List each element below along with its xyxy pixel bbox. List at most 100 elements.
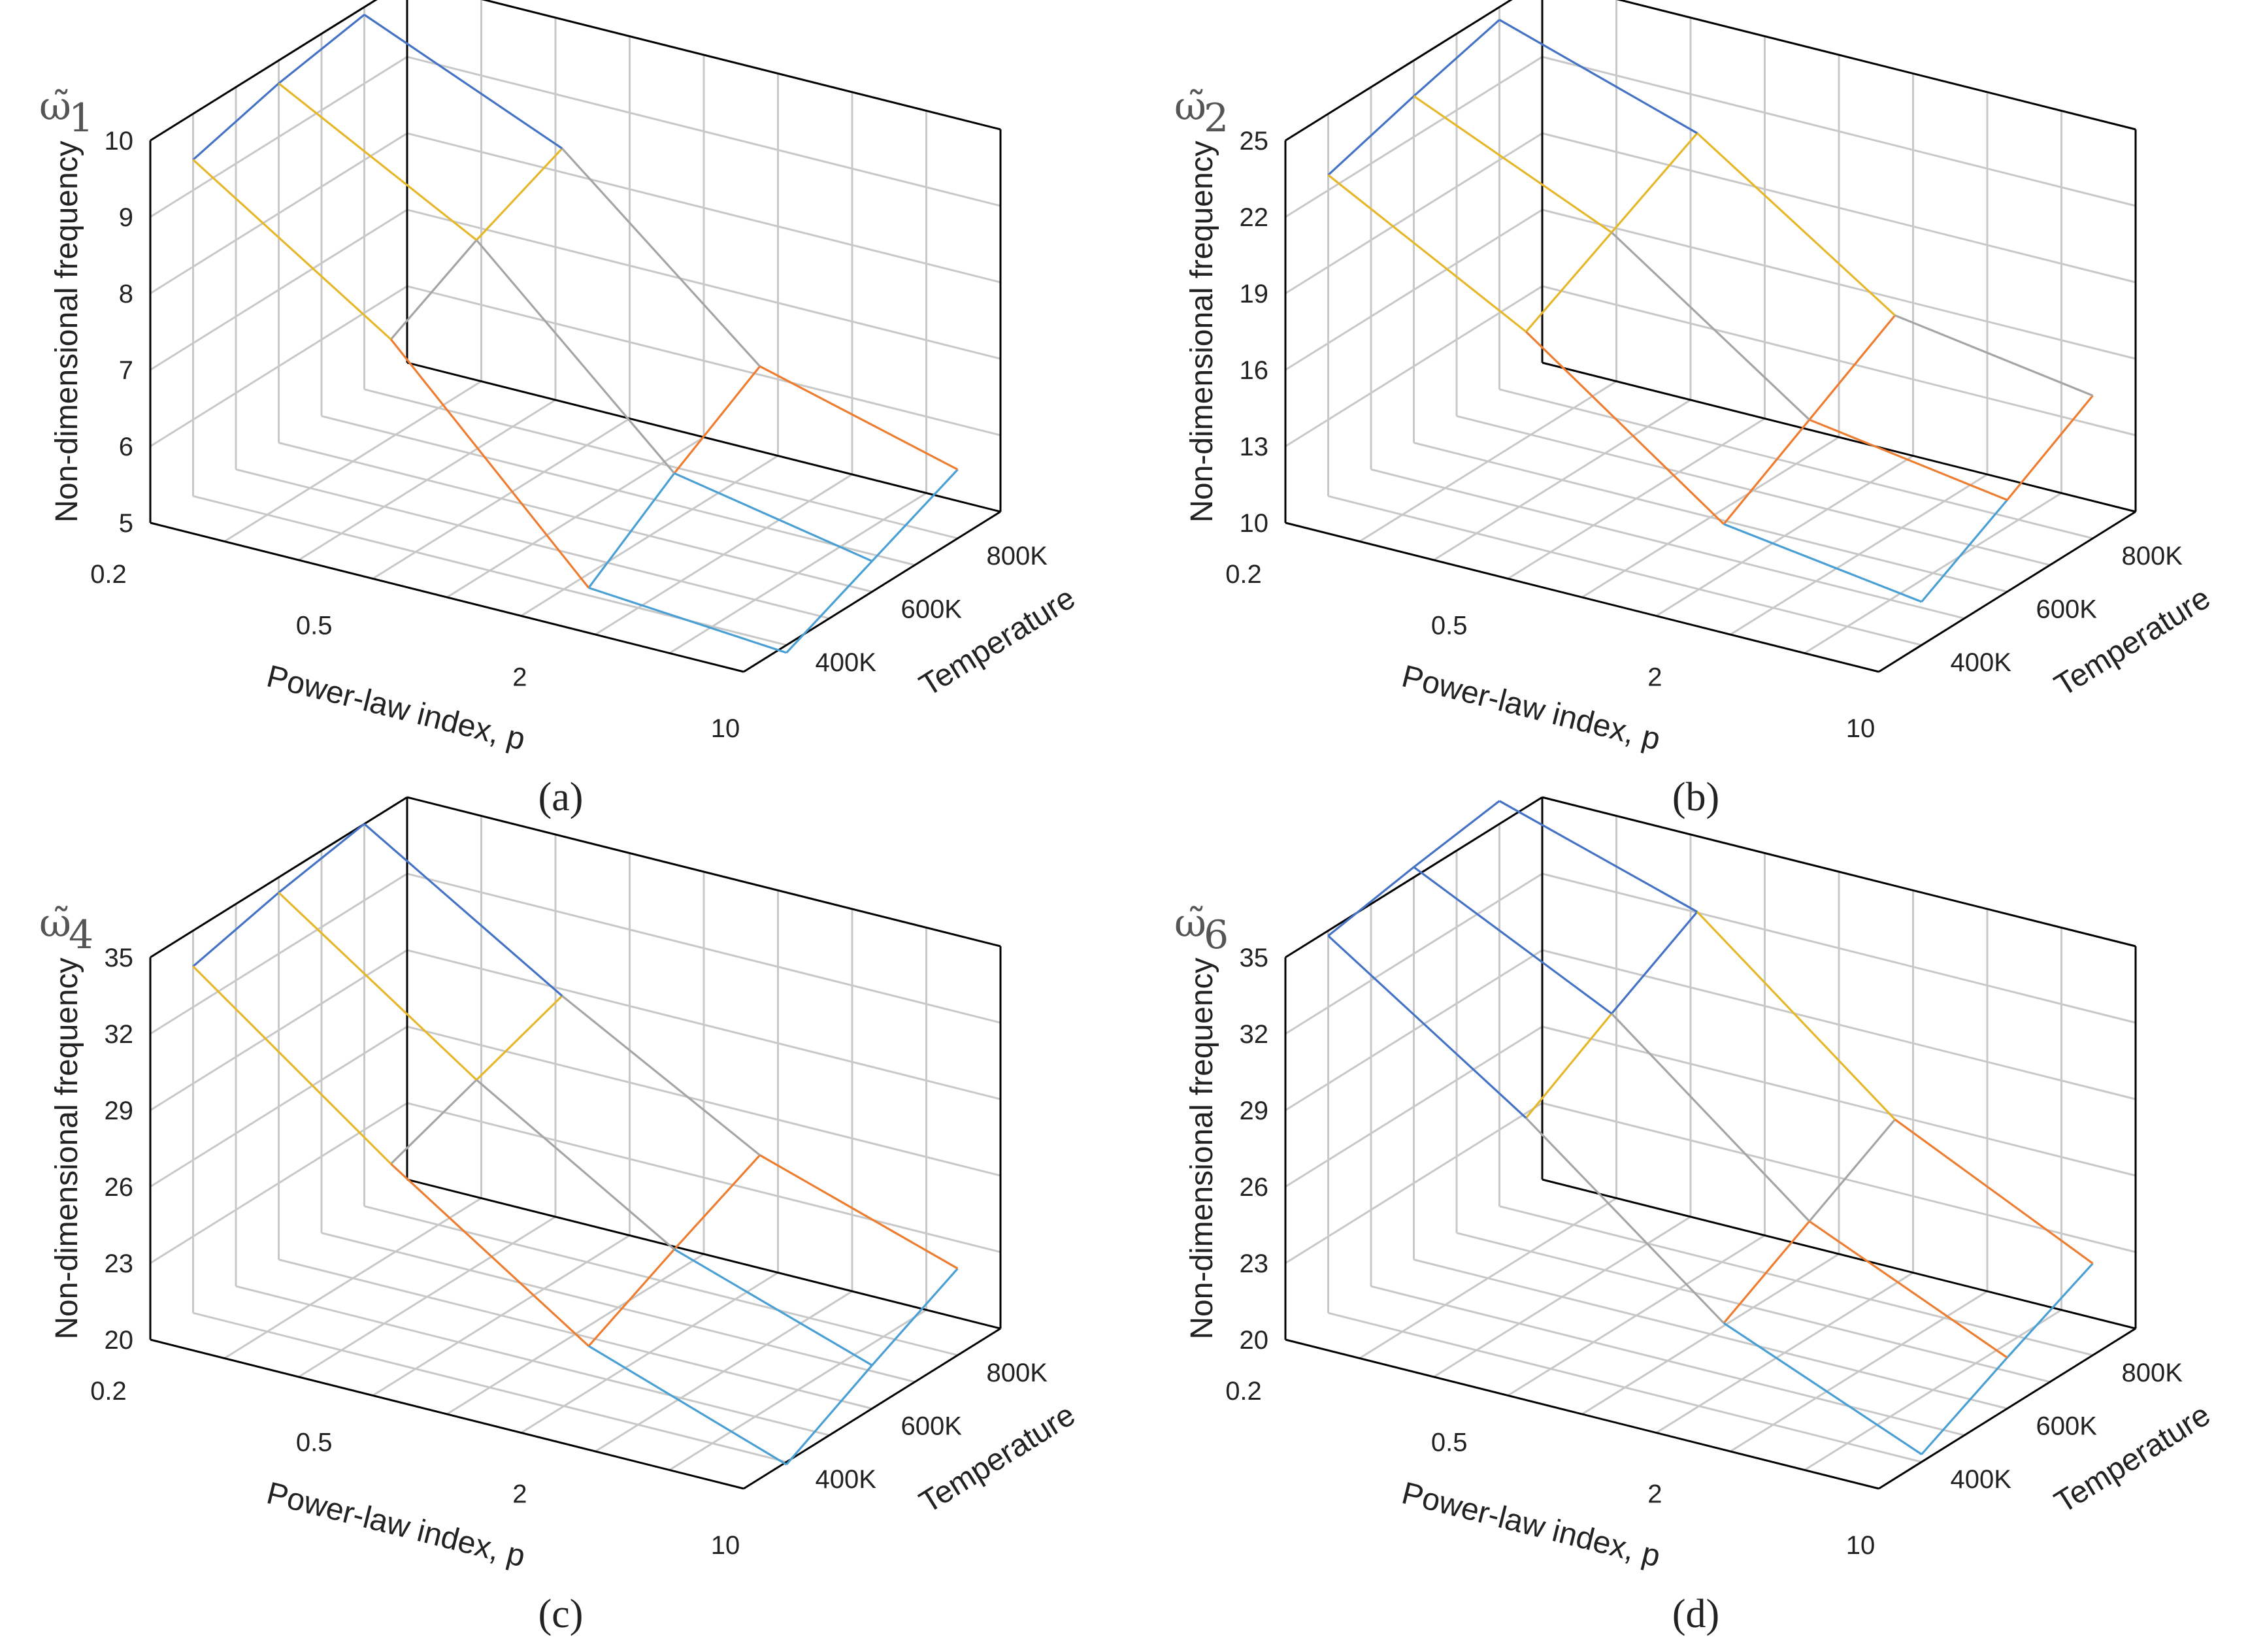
top-edge-line <box>1285 0 1513 142</box>
x-tick-label: 2 <box>1647 663 1662 691</box>
surface-segment <box>390 1079 478 1165</box>
z-tick-label: 9 <box>119 203 133 232</box>
z-tick-label: 19 <box>1240 280 1269 308</box>
surface-segment <box>192 159 392 340</box>
surface-segment <box>587 1345 787 1466</box>
x-tick-label: 0.5 <box>296 612 333 640</box>
floor-gridline <box>235 468 830 620</box>
surface-segment <box>390 1163 589 1347</box>
x-tick-label: 0.2 <box>90 1377 127 1406</box>
floor-gridline <box>235 1285 830 1436</box>
surface-segment <box>1894 1118 2094 1264</box>
x-tick-label: 0.2 <box>1225 1377 1262 1406</box>
surface-segment <box>1696 132 1896 316</box>
x-tick-label: 10 <box>1846 714 1876 743</box>
surface-segment <box>1921 1357 2008 1455</box>
x-tick-label: 10 <box>711 714 740 743</box>
y-tick-label: 600K <box>2036 1412 2098 1441</box>
panel-symbol: ω̃ <box>1174 84 1206 129</box>
right-axis-line <box>743 1327 1001 1490</box>
surface-segment <box>785 560 873 653</box>
y-tick-label: 600K <box>2036 595 2098 624</box>
z-tick-label: 23 <box>105 1249 134 1278</box>
z-tick-label: 20 <box>1240 1326 1269 1355</box>
front-axis-line <box>1285 521 1879 673</box>
z-tick-label: 25 <box>1240 127 1269 156</box>
surface-segment <box>1413 800 1500 868</box>
surface <box>1327 800 2094 1455</box>
surface-segment <box>759 1154 959 1270</box>
floor-gridline <box>1456 1232 2051 1383</box>
z-tick-label: 7 <box>119 356 133 385</box>
right-axis-line <box>1878 510 2136 673</box>
z-tick-label: 26 <box>1240 1173 1269 1202</box>
surface-segment <box>1921 499 2008 603</box>
surface-segment <box>2006 395 2094 501</box>
surface <box>192 823 959 1466</box>
floor-gridline <box>1328 1312 1922 1463</box>
surface-segment <box>673 1154 761 1250</box>
surface-segment <box>1413 95 1613 234</box>
surface-segment <box>475 239 676 474</box>
z-tick-label: 10 <box>105 127 134 156</box>
z-tick-label: 10 <box>1240 509 1269 538</box>
surface-segment <box>1525 1013 1613 1119</box>
x-tick-label: 10 <box>711 1531 740 1560</box>
surface-segment <box>1498 800 1698 913</box>
floor-gridline <box>321 1232 916 1383</box>
x-tick-label: 0.5 <box>1431 612 1468 640</box>
panel-caption: (c) <box>538 1592 584 1636</box>
y-tick-label: 400K <box>1951 1465 2012 1494</box>
surface-segment <box>1327 174 1527 333</box>
floor-gridline <box>1328 495 1922 646</box>
surface-segment <box>1327 934 1527 1119</box>
surface-segment <box>278 82 478 241</box>
z-tick-label: 35 <box>1240 944 1269 972</box>
z-tick-label: 6 <box>119 433 133 461</box>
z-tick-label: 13 <box>1240 433 1269 461</box>
y-tick-label: 800K <box>2122 1359 2183 1387</box>
x-tick-label: 0.2 <box>1225 560 1262 589</box>
top-edge-line <box>150 0 378 142</box>
surface-segment <box>1610 132 1698 233</box>
z-axis-title: Non-dimensional frequency <box>50 957 84 1339</box>
back-edge-line <box>1542 1178 2136 1330</box>
z-tick-label: 32 <box>105 1020 134 1049</box>
panel-symbol-subscript: 4 <box>69 912 93 958</box>
z-tick-label: 26 <box>105 1173 134 1202</box>
y-tick-label: 600K <box>901 595 963 624</box>
z-tick-label: 35 <box>105 944 134 972</box>
back-edge-line <box>406 1178 1001 1330</box>
floor-gridline <box>1456 415 2051 567</box>
surface-segment <box>476 148 563 241</box>
surface-segment <box>1525 331 1725 525</box>
surface-segment <box>1327 95 1415 176</box>
surface-segment <box>389 339 590 589</box>
floor-gridline <box>321 415 916 567</box>
surface-segment <box>588 586 787 654</box>
front-axis-line <box>150 521 744 673</box>
surface <box>1327 18 2094 603</box>
surface-segment <box>1498 18 1698 135</box>
x-tick-label: 2 <box>512 1479 527 1508</box>
surface-segment <box>1723 1322 1923 1455</box>
floor-gridline <box>1370 1285 1965 1436</box>
y-tick-label: 800K <box>2122 542 2183 570</box>
right-axis-line <box>1878 1327 2136 1490</box>
x-tick-label: 2 <box>1647 1479 1662 1508</box>
floor-gridline <box>1413 442 2008 593</box>
floor-gridline <box>278 442 872 593</box>
surface-segment <box>759 365 959 471</box>
surface-segment <box>561 148 761 367</box>
surface-segment <box>785 1364 873 1466</box>
top-edge-line <box>406 796 1001 948</box>
surface-segment <box>1723 523 1923 603</box>
x-tick-label: 2 <box>512 663 527 691</box>
surface-segment <box>278 14 365 84</box>
y-tick-label: 400K <box>816 1465 877 1494</box>
panel-symbol: ω̃ <box>1174 900 1206 946</box>
z-tick-label: 32 <box>1240 1020 1269 1049</box>
x-axis-title: Power-law index, p <box>263 659 529 757</box>
surface-segment <box>871 1268 959 1366</box>
